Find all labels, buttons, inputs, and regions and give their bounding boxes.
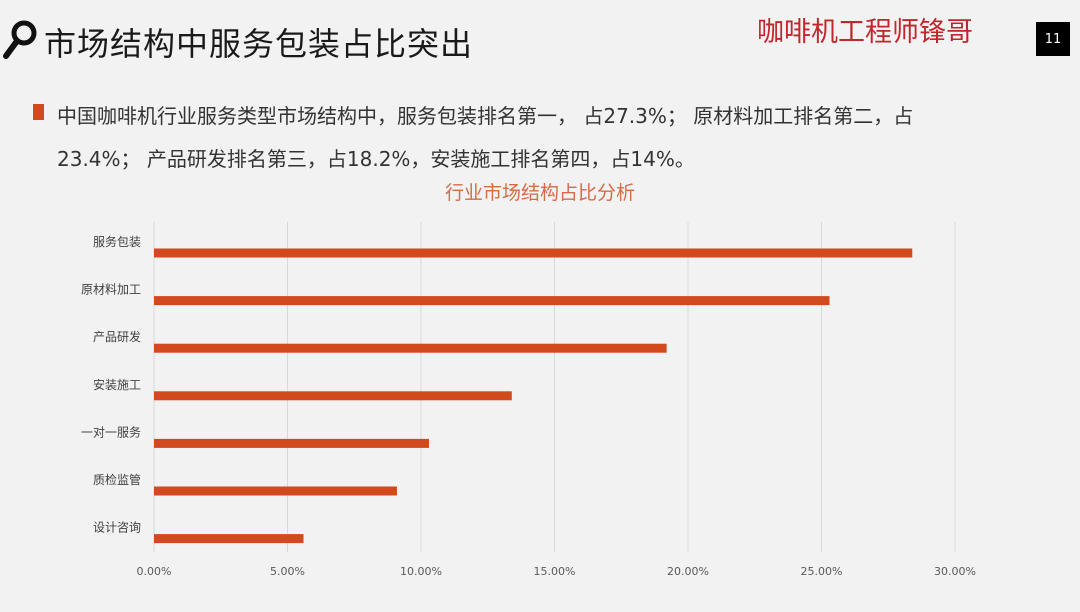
bar [154, 486, 397, 496]
category-label: 质检监管 [93, 472, 141, 487]
category-label: 产品研发 [93, 329, 141, 344]
x-tick-label: 15.00% [534, 565, 576, 578]
summary-text: 中国咖啡机行业服务类型市场结构中，服务包装排名第一， 占27.3%； 原材料加工… [57, 104, 914, 171]
page-number: 11 [1036, 22, 1070, 56]
chart-title: 行业市场结构占比分析 [444, 182, 635, 204]
bullet-marker [33, 104, 44, 120]
x-tick-label: 0.00% [137, 565, 172, 578]
brand-name: 咖啡机工程师锋哥 [757, 17, 973, 48]
title-bar: 市场结构中服务包装占比突出 [0, 14, 700, 64]
page-title: 市场结构中服务包装占比突出 [44, 25, 474, 63]
bar [154, 343, 667, 353]
category-label: 服务包装 [93, 234, 141, 249]
category-label: 原材料加工 [81, 283, 141, 297]
x-tick-label: 25.00% [801, 565, 843, 578]
bar [154, 296, 830, 306]
x-tick-label: 10.00% [400, 565, 442, 578]
bar [154, 248, 913, 258]
category-label: 一对一服务 [81, 424, 141, 439]
bar [154, 534, 304, 544]
category-label: 安装施工 [93, 377, 141, 392]
x-tick-label: 20.00% [667, 565, 709, 578]
bar [154, 438, 430, 448]
x-tick-label: 30.00% [934, 565, 976, 578]
magnifier-icon [3, 20, 37, 59]
category-label: 设计咨询 [93, 520, 141, 535]
bar [154, 391, 512, 401]
x-tick-label: 5.00% [270, 565, 305, 578]
